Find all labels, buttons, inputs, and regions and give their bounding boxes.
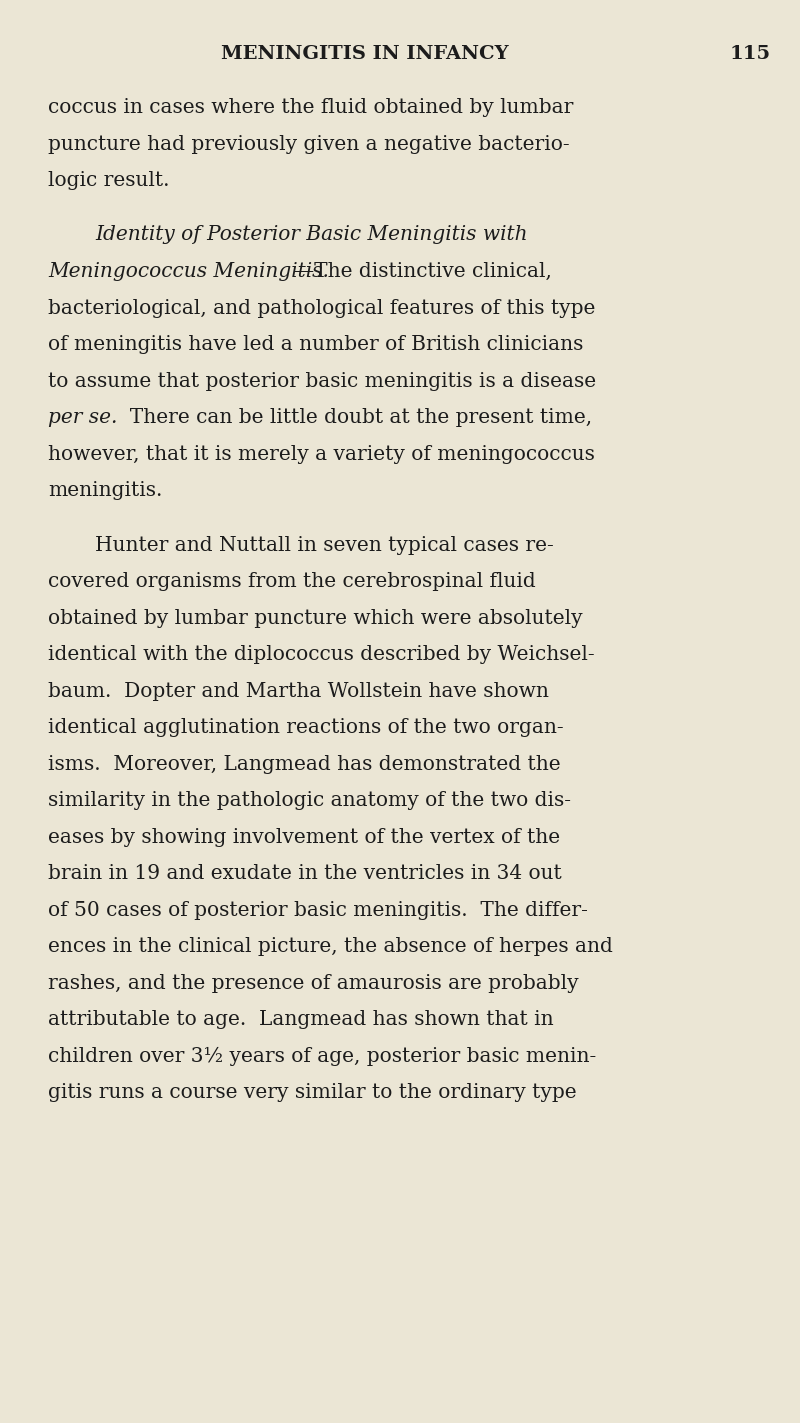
Text: Hunter and Nuttall in seven typical cases re-: Hunter and Nuttall in seven typical case… xyxy=(95,535,554,555)
Text: meningitis.: meningitis. xyxy=(48,481,162,499)
Text: rashes, and the presence of amaurosis are probably: rashes, and the presence of amaurosis ar… xyxy=(48,973,578,992)
Text: to assume that posterior basic meningitis is a disease: to assume that posterior basic meningiti… xyxy=(48,371,596,390)
Text: coccus in cases where the fluid obtained by lumbar: coccus in cases where the fluid obtained… xyxy=(48,98,574,117)
Text: Meningococcus Meningitis.: Meningococcus Meningitis. xyxy=(48,262,329,280)
Text: children over 3½ years of age, posterior basic menin-: children over 3½ years of age, posterior… xyxy=(48,1046,596,1066)
Text: Identity of Posterior Basic Meningitis with: Identity of Posterior Basic Meningitis w… xyxy=(95,225,528,245)
Text: identical with the diplococcus described by Weichsel-: identical with the diplococcus described… xyxy=(48,645,594,665)
Text: 115: 115 xyxy=(730,46,771,63)
Text: isms.  Moreover, Langmead has demonstrated the: isms. Moreover, Langmead has demonstrate… xyxy=(48,754,561,774)
Text: of meningitis have led a number of British clinicians: of meningitis have led a number of Briti… xyxy=(48,334,583,354)
Text: obtained by lumbar puncture which were absolutely: obtained by lumbar puncture which were a… xyxy=(48,609,582,628)
Text: There can be little doubt at the present time,: There can be little doubt at the present… xyxy=(117,408,592,427)
Text: attributable to age.  Langmead has shown that in: attributable to age. Langmead has shown … xyxy=(48,1010,554,1029)
Text: however, that it is merely a variety of meningococcus: however, that it is merely a variety of … xyxy=(48,444,595,464)
Text: bacteriological, and pathological features of this type: bacteriological, and pathological featur… xyxy=(48,299,595,317)
Text: MENINGITIS IN INFANCY: MENINGITIS IN INFANCY xyxy=(221,46,509,63)
Text: brain in 19 and exudate in the ventricles in 34 out: brain in 19 and exudate in the ventricle… xyxy=(48,864,562,884)
Text: per se.: per se. xyxy=(48,408,118,427)
Text: baum.  Dopter and Martha Wollstein have shown: baum. Dopter and Martha Wollstein have s… xyxy=(48,682,549,700)
Text: identical agglutination reactions of the two organ-: identical agglutination reactions of the… xyxy=(48,719,564,737)
Text: —The distinctive clinical,: —The distinctive clinical, xyxy=(294,262,552,280)
Text: puncture had previously given a negative bacterio-: puncture had previously given a negative… xyxy=(48,135,570,154)
Text: of 50 cases of posterior basic meningitis.  The differ-: of 50 cases of posterior basic meningiti… xyxy=(48,901,588,919)
Text: logic result.: logic result. xyxy=(48,171,170,191)
Text: covered organisms from the cerebrospinal fluid: covered organisms from the cerebrospinal… xyxy=(48,572,536,591)
Text: ences in the clinical picture, the absence of herpes and: ences in the clinical picture, the absen… xyxy=(48,936,613,956)
Text: gitis runs a course very similar to the ordinary type: gitis runs a course very similar to the … xyxy=(48,1083,577,1101)
Text: similarity in the pathologic anatomy of the two dis-: similarity in the pathologic anatomy of … xyxy=(48,791,571,810)
Text: eases by showing involvement of the vertex of the: eases by showing involvement of the vert… xyxy=(48,828,560,847)
